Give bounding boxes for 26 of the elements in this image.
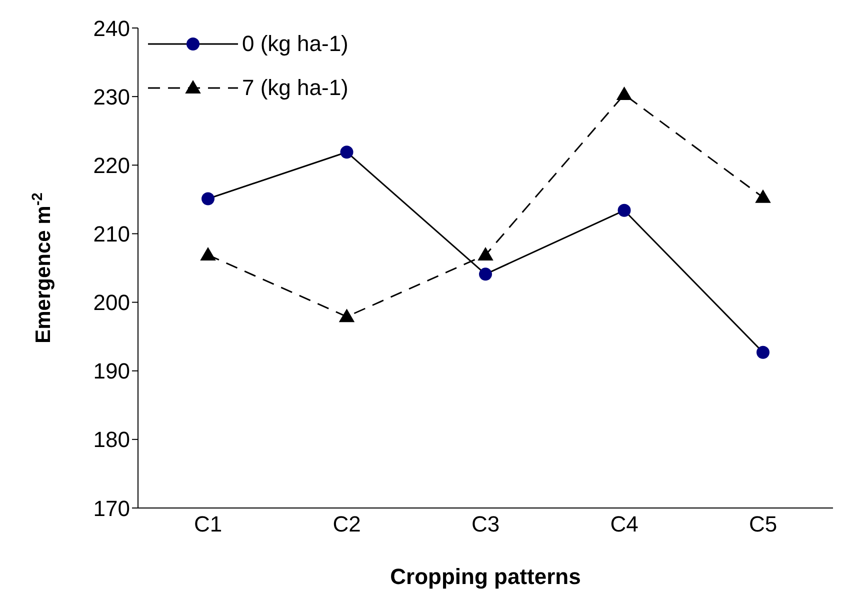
point [479,268,492,281]
y-tick-label: 240 [93,16,130,41]
point [616,87,632,100]
x-tick-label: C5 [748,512,778,537]
legend-label: 7 (kg ha-1) [242,75,348,101]
y-tick-label: 200 [93,290,130,316]
y-tick-label: 230 [93,84,130,110]
y-tick-label: 220 [93,152,130,178]
y-tick-label: 170 [93,496,130,521]
point [200,247,216,260]
y-tick-label: 190 [93,358,130,384]
y-tick-label: 210 [93,222,130,247]
x-tick-label: C1 [194,512,222,537]
x-tick-label: C3 [471,512,500,537]
point [340,146,354,159]
point [478,247,493,260]
point [618,204,631,217]
point [202,192,214,206]
x-tick-label: C2 [332,512,361,537]
legend-label: 0 (kg ha-1) [242,31,348,57]
point [756,190,770,203]
x-tick-label: C4 [610,512,638,537]
point [756,346,770,359]
x-axis-title: Cropping patterns [390,564,581,589]
point [339,309,354,322]
y-tick-label: 180 [93,427,130,452]
